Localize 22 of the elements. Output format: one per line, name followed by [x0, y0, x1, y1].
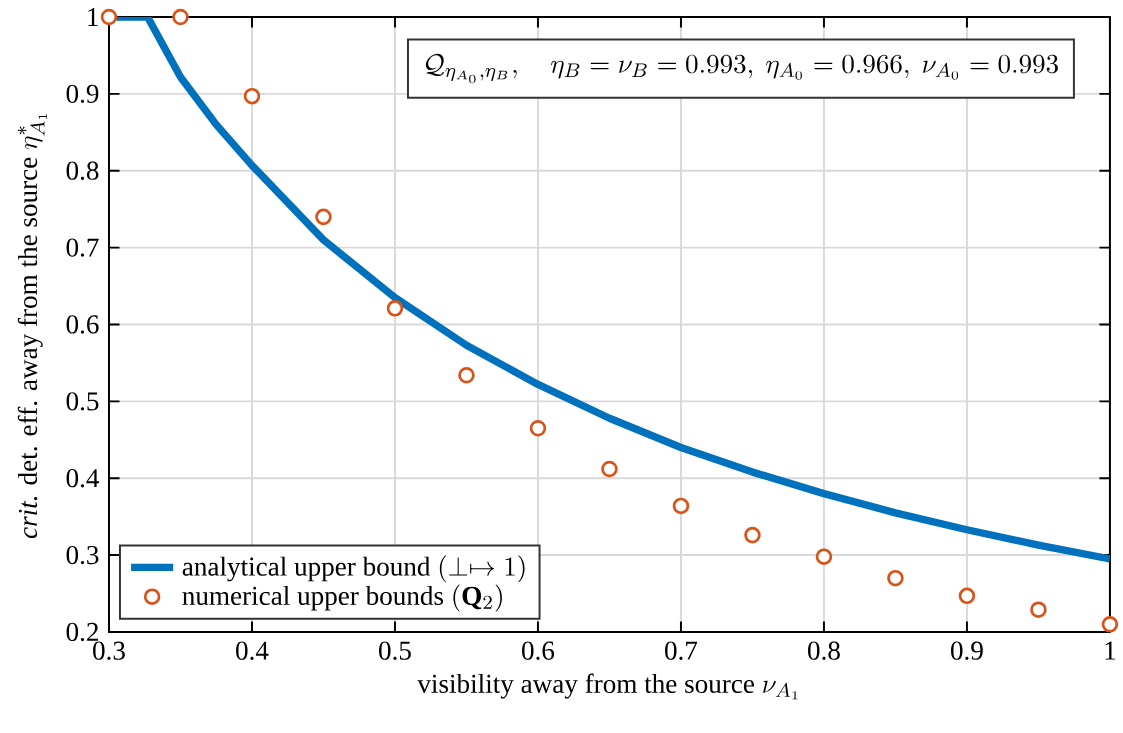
y-tick-label: 0.3	[66, 545, 99, 565]
x-tick-label: 0.4	[236, 641, 269, 660]
y-tick-label: 0.8	[66, 161, 99, 180]
x-tick-label: 0.5	[379, 641, 411, 660]
y-tick-label: 1	[88, 8, 98, 26]
x-tick-label: 0.3	[93, 641, 125, 660]
x-tick-label: 0.6	[522, 641, 555, 660]
y-tick-label: 0.5	[66, 392, 99, 411]
y-axis-title: $\mbox{\textit{crit.} det. eff. away from the source }\eta^*_{A_1}$	[17, 114, 47, 539]
y-tick-label: 0.7	[66, 238, 99, 257]
x-tick-label: 0.8	[808, 641, 840, 660]
y-tick-label: 0.2	[66, 622, 98, 642]
y-tick-label: 0.9	[66, 84, 99, 104]
x-axis-title: $\mbox{visibility away from the source }\nu_{A_1}$	[417, 673, 798, 700]
x-tick-label: 0.9	[951, 641, 983, 660]
annotation: $\mathcal{Q}_{\eta_{A_0},\eta_B},\quad \eta_B=\nu_B=0.993,\ \eta_{A_0}=0.966,\ \nu_{A_0}=0.993$	[425, 53, 1058, 84]
legend-label: $\mbox{numerical upper bounds }(\mathbf{Q}_2)$	[182, 584, 502, 612]
legend-label: $\mbox{analytical upper bound }(\perp\mapsto 1)$	[182, 555, 525, 583]
x-tick-label: 1	[1105, 641, 1116, 660]
y-tick-label: 0.6	[66, 315, 99, 334]
y-tick-label: 0.4	[66, 469, 100, 488]
x-tick-label: 0.7	[665, 641, 698, 660]
